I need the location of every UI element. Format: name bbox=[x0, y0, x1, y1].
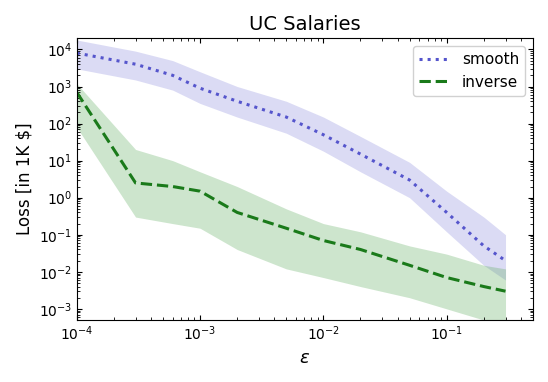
Legend: smooth, inverse: smooth, inverse bbox=[413, 46, 526, 96]
smooth bbox=[234, 99, 241, 104]
inverse bbox=[169, 184, 176, 189]
smooth bbox=[443, 210, 450, 215]
inverse bbox=[132, 181, 139, 185]
inverse bbox=[481, 284, 487, 289]
smooth bbox=[502, 258, 509, 263]
Y-axis label: Loss [in 1K $]: Loss [in 1K $] bbox=[15, 123, 33, 235]
smooth bbox=[320, 133, 327, 137]
Line: inverse: inverse bbox=[77, 92, 505, 291]
Line: smooth: smooth bbox=[77, 53, 505, 261]
smooth bbox=[357, 152, 364, 156]
smooth bbox=[132, 62, 139, 66]
inverse bbox=[406, 263, 413, 267]
inverse bbox=[357, 247, 364, 252]
smooth bbox=[481, 244, 487, 248]
inverse bbox=[197, 189, 203, 193]
inverse bbox=[73, 90, 80, 94]
smooth bbox=[406, 178, 413, 182]
smooth bbox=[197, 86, 203, 91]
Title: UC Salaries: UC Salaries bbox=[249, 15, 361, 34]
inverse bbox=[320, 238, 327, 243]
inverse bbox=[234, 210, 241, 215]
smooth bbox=[73, 51, 80, 55]
inverse bbox=[443, 275, 450, 280]
X-axis label: $\varepsilon$: $\varepsilon$ bbox=[299, 349, 310, 367]
inverse bbox=[502, 289, 509, 293]
smooth bbox=[169, 73, 176, 78]
smooth bbox=[283, 115, 289, 119]
inverse bbox=[283, 226, 289, 230]
